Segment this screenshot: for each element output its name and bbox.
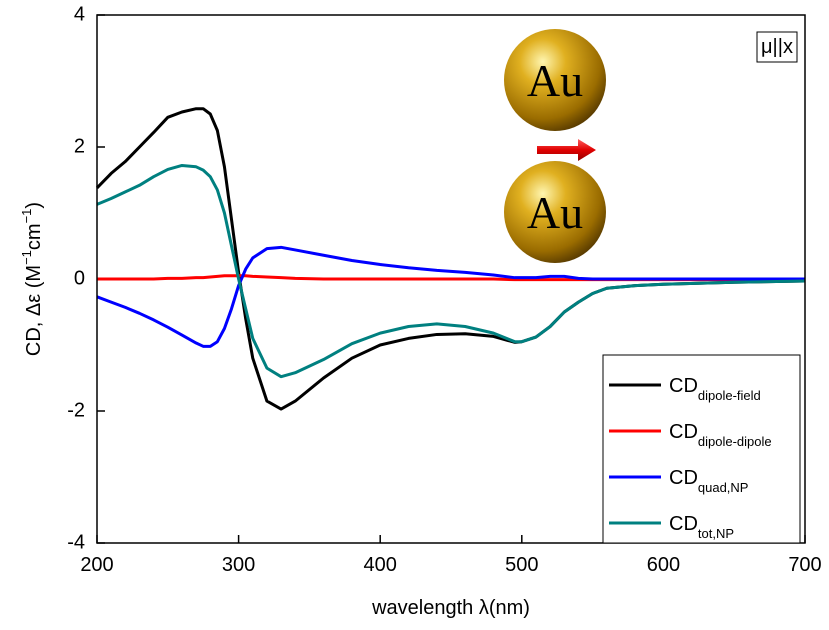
legend-box <box>602 354 801 544</box>
y-label-part: CD, Δε (M <box>23 265 45 356</box>
y-label-part: ) <box>23 202 45 209</box>
y-label-part: cm <box>23 223 45 250</box>
legend-name: CD <box>669 421 698 443</box>
x-axis-label: wavelength λ(nm) <box>371 597 530 619</box>
y-label-sup: −1 <box>19 209 34 224</box>
legend-subscript: tot,NP <box>698 526 734 541</box>
y-tick-label: 4 <box>74 3 85 25</box>
legend-subscript: dipole-field <box>698 388 761 403</box>
series-line <box>97 274 805 282</box>
x-tick-label: 500 <box>505 554 538 576</box>
legend-label: CDtot,NP <box>669 513 734 541</box>
polarization-label: μ||x <box>761 36 793 58</box>
legend-subscript: dipole-dipole <box>698 434 772 449</box>
y-label-sup: −1 <box>19 250 34 265</box>
y-tick-label: -4 <box>67 531 85 553</box>
gold-sphere <box>504 29 606 131</box>
y-tick-label: 0 <box>74 267 85 289</box>
legend-name: CD <box>669 467 698 489</box>
field-arrow <box>537 139 596 161</box>
legend-name: CD <box>669 375 698 397</box>
particle-label: Au <box>527 55 583 106</box>
x-tick-label: 700 <box>788 554 821 576</box>
series-line <box>96 163 806 379</box>
polarization-box <box>756 31 798 63</box>
gold-sphere <box>504 161 606 263</box>
series-line <box>96 245 805 348</box>
x-tick-label: 400 <box>364 554 397 576</box>
legend-label: CDquad,NP <box>669 467 748 495</box>
y-axis-label: CD, Δε (M−1cm−1) <box>19 202 45 356</box>
legend-subscript: quad,NP <box>698 480 749 495</box>
particle-label: Au <box>527 187 583 238</box>
x-tick-label: 600 <box>647 554 680 576</box>
legend-label: CDdipole-field <box>669 375 761 403</box>
y-tick-label: 2 <box>74 135 85 157</box>
x-tick-label: 300 <box>222 554 255 576</box>
plot-frame <box>96 14 806 544</box>
legend-label: CDdipole-dipole <box>669 421 772 449</box>
x-tick-label: 200 <box>80 554 113 576</box>
y-tick-label: -2 <box>67 399 85 421</box>
legend-name: CD <box>669 513 698 535</box>
